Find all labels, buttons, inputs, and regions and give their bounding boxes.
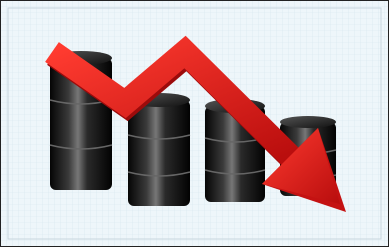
page: {}: [0, 0, 389, 247]
scene: [0, 0, 389, 247]
